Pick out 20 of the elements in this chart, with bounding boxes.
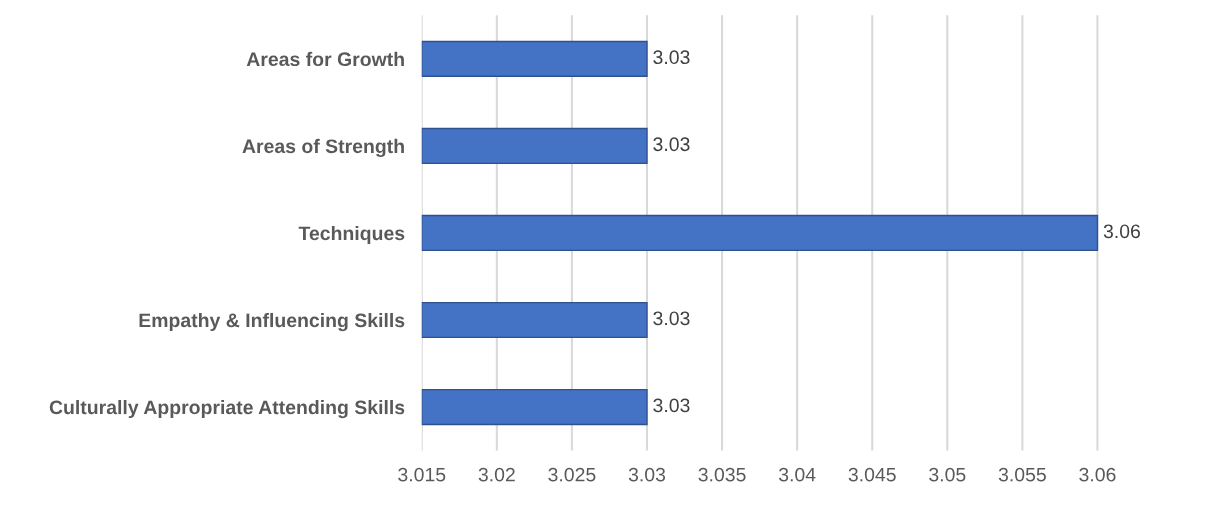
x-tick-label: 3.03 <box>628 467 666 482</box>
y-tick-label: Techniques <box>298 225 405 245</box>
x-tick-label: 3.05 <box>929 467 966 482</box>
y-tick-label: Areas of Strength <box>242 138 404 158</box>
x-tick-label: 3.02 <box>478 467 515 482</box>
x-tick-label: 3.035 <box>698 467 746 482</box>
y-tick-label: Culturally Appropriate Attending Skills <box>49 399 405 419</box>
data-label: 3.03 <box>653 50 690 65</box>
data-label: 3.03 <box>653 137 690 152</box>
y-tick-label: Areas for Growth <box>246 51 404 67</box>
x-tick-label: 3.025 <box>548 467 596 482</box>
data-label: 3.03 <box>653 311 690 326</box>
y-tick-label: Empathy & Influencing Skills <box>139 312 405 332</box>
x-tick-label: 3.045 <box>848 467 896 482</box>
x-tick-label: 3.04 <box>778 467 816 482</box>
x-tick-label: 3.055 <box>998 467 1046 482</box>
data-label: 3.06 <box>1103 224 1140 239</box>
x-tick-label: 3.06 <box>1079 467 1116 482</box>
data-label: 3.03 <box>653 398 690 413</box>
x-tick-label: 3.015 <box>398 467 446 482</box>
